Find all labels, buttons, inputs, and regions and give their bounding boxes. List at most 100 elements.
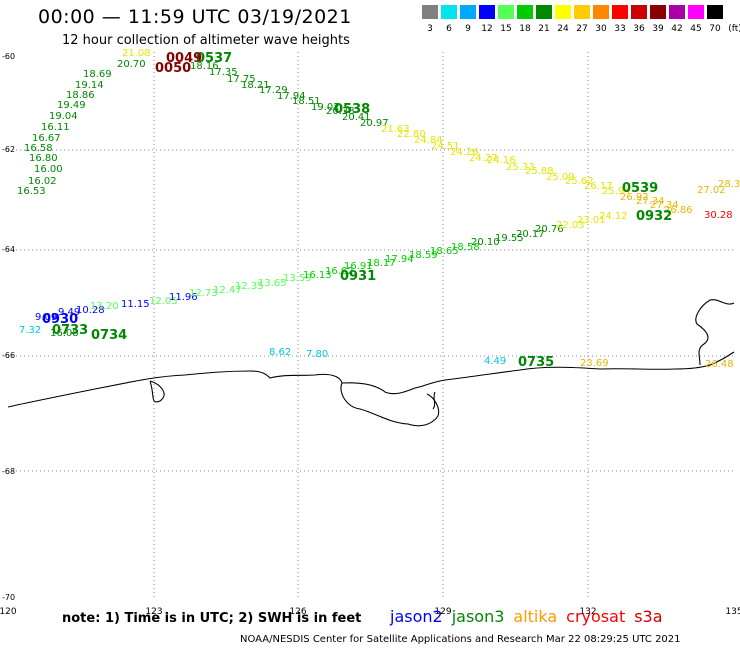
swh-value-label: 25.62: [565, 176, 594, 187]
swh-value-label: 17.35: [209, 67, 238, 78]
swh-value-label: 18.51: [292, 96, 321, 107]
colorbar-label: 27: [576, 24, 588, 34]
swh-value-label: 16.02: [28, 176, 57, 187]
swh-value-label: 13.20: [90, 301, 119, 312]
swh-value-label: 20.70: [117, 59, 146, 70]
swh-value-label: 18.69: [83, 69, 112, 80]
track-0530: 16.5316.0216.0016.8016.5816.6716.1119.04…: [17, 48, 740, 221]
colorbar-label: 21: [538, 24, 550, 34]
swh-value-label: 25.88: [525, 166, 554, 177]
pass-time-label: 0539: [622, 181, 658, 196]
swh-value-label: 21.63: [381, 124, 410, 135]
swh-value-label: 16.00: [34, 164, 63, 175]
swh-value-label: 16.58: [24, 143, 53, 154]
colorbar-label: 33: [614, 24, 626, 34]
swh-value-label: 25.33: [506, 162, 535, 173]
satellite-legend-item: altika: [513, 607, 558, 626]
swh-value-label: 20.76: [535, 224, 564, 235]
lat-tick-label: -68: [2, 467, 15, 476]
colorbar-label: 9: [465, 24, 471, 34]
colorbar-label: 3: [427, 24, 433, 34]
swh-value-label: 16.13: [303, 270, 332, 281]
colorbar-label: 24: [557, 24, 569, 34]
swh-value-label: 11.15: [121, 299, 150, 310]
colorbar-label: 70: [709, 24, 721, 34]
swh-value-label: 9.49: [58, 307, 80, 318]
swh-value-label: 24.84: [414, 135, 443, 146]
swh-value-label: 18.16: [190, 61, 219, 72]
swh-value-label: 7.32: [19, 325, 41, 336]
coastline: [7, 299, 735, 427]
swh-value-label: 28.3: [718, 179, 740, 190]
swh-value-label: 26.17: [584, 181, 613, 192]
swh-value-label: 17.94: [385, 254, 414, 265]
swh-value-label: 12.73: [189, 288, 218, 299]
swh-value-label: 19.49: [57, 100, 86, 111]
swh-value-label: 17.29: [259, 85, 288, 96]
swh-value-label: 16.80: [29, 153, 58, 164]
map-subtitle: 12 hour collection of altimeter wave hei…: [62, 33, 350, 48]
colorbar-unit: (ft): [728, 24, 740, 34]
colorbar-swatch: [422, 5, 438, 19]
lon-tick-label: 129: [434, 607, 451, 617]
swh-value-label: 19.04: [49, 111, 78, 122]
satellite-tracks: 16.5316.0216.0016.8016.5816.6716.1119.04…: [17, 48, 740, 370]
pass-time-label: 0931: [340, 269, 376, 284]
swh-value-label: 18.59: [409, 250, 438, 261]
pass-time-label: 0050: [155, 61, 191, 76]
swh-value-label: 18.58: [451, 242, 480, 253]
swh-value-label: 16.53: [17, 186, 46, 197]
colorbar-swatch: [536, 5, 552, 19]
colorbar-swatch: [517, 5, 533, 19]
colorbar-swatch: [441, 5, 457, 19]
colorbar-label: 39: [652, 24, 664, 34]
swh-value-label: 25.09: [546, 172, 575, 183]
colorbar-swatch: [593, 5, 609, 19]
swh-value-label: 18.17: [367, 258, 396, 269]
lat-tick-label: -70: [2, 593, 15, 602]
lat-tick-label: -62: [2, 145, 15, 154]
swh-value-label: 8.62: [269, 347, 291, 358]
swh-value-label: 19.14: [75, 80, 104, 91]
pass-time-label: 0538: [334, 102, 370, 117]
colorbar-label: 12: [481, 24, 493, 34]
swh-value-label: 12.05: [149, 296, 178, 307]
colorbar-swatch: [669, 5, 685, 19]
swh-value-label: 12.47: [213, 285, 242, 296]
satellite-legend-item: cryosat: [566, 607, 626, 626]
swh-value-label: 19.55: [495, 233, 524, 244]
colorbar-swatch: [650, 5, 666, 19]
swh-value-label: 24.27: [469, 153, 498, 164]
lat-tick-label: -64: [2, 245, 15, 254]
swh-value-label: 26.86: [664, 205, 693, 216]
swh-value-label: 13.65: [258, 278, 287, 289]
satellite-legend-item: jason3: [451, 607, 505, 626]
pass-time-label: 0734: [91, 328, 127, 343]
swh-value-label: 24.51: [431, 141, 460, 152]
colorbar-label: 42: [671, 24, 683, 34]
map-title: 00:00 — 11:59 UTC 03/19/2021: [38, 6, 352, 28]
colorbar-label: 45: [690, 24, 702, 34]
swh-value-label: 16.91: [344, 261, 373, 272]
satellite-legend-item: jason2: [390, 607, 443, 626]
lon-tick-label: 126: [289, 607, 306, 617]
swh-value-label: 27.34: [636, 196, 665, 207]
swh-value-label: 18.65: [430, 246, 459, 257]
pass-time-label: 0537: [196, 51, 232, 66]
colorbar-label: 36: [633, 24, 645, 34]
colorbar-swatch: [555, 5, 571, 19]
track-0735: 8.62 7.80 4.49 23.69 26.48: [269, 347, 734, 370]
swh-value-label: 11.96: [169, 292, 198, 303]
credit-line: NOAA/NESDIS Center for Satellite Applica…: [240, 634, 681, 645]
swh-value-label: 20.97: [360, 118, 389, 129]
lat-tick-label: -66: [2, 351, 15, 360]
swh-value-label: 10.28: [76, 305, 105, 316]
pass-time-label: 0049: [166, 51, 202, 66]
grid: [8, 52, 734, 598]
swh-value-label: 18.86: [66, 90, 95, 101]
colorbar-swatch: [688, 5, 704, 19]
lon-tick-label: 132: [579, 607, 596, 617]
colorbar-swatch: [498, 5, 514, 19]
swh-value-label: 17.75: [227, 74, 256, 85]
